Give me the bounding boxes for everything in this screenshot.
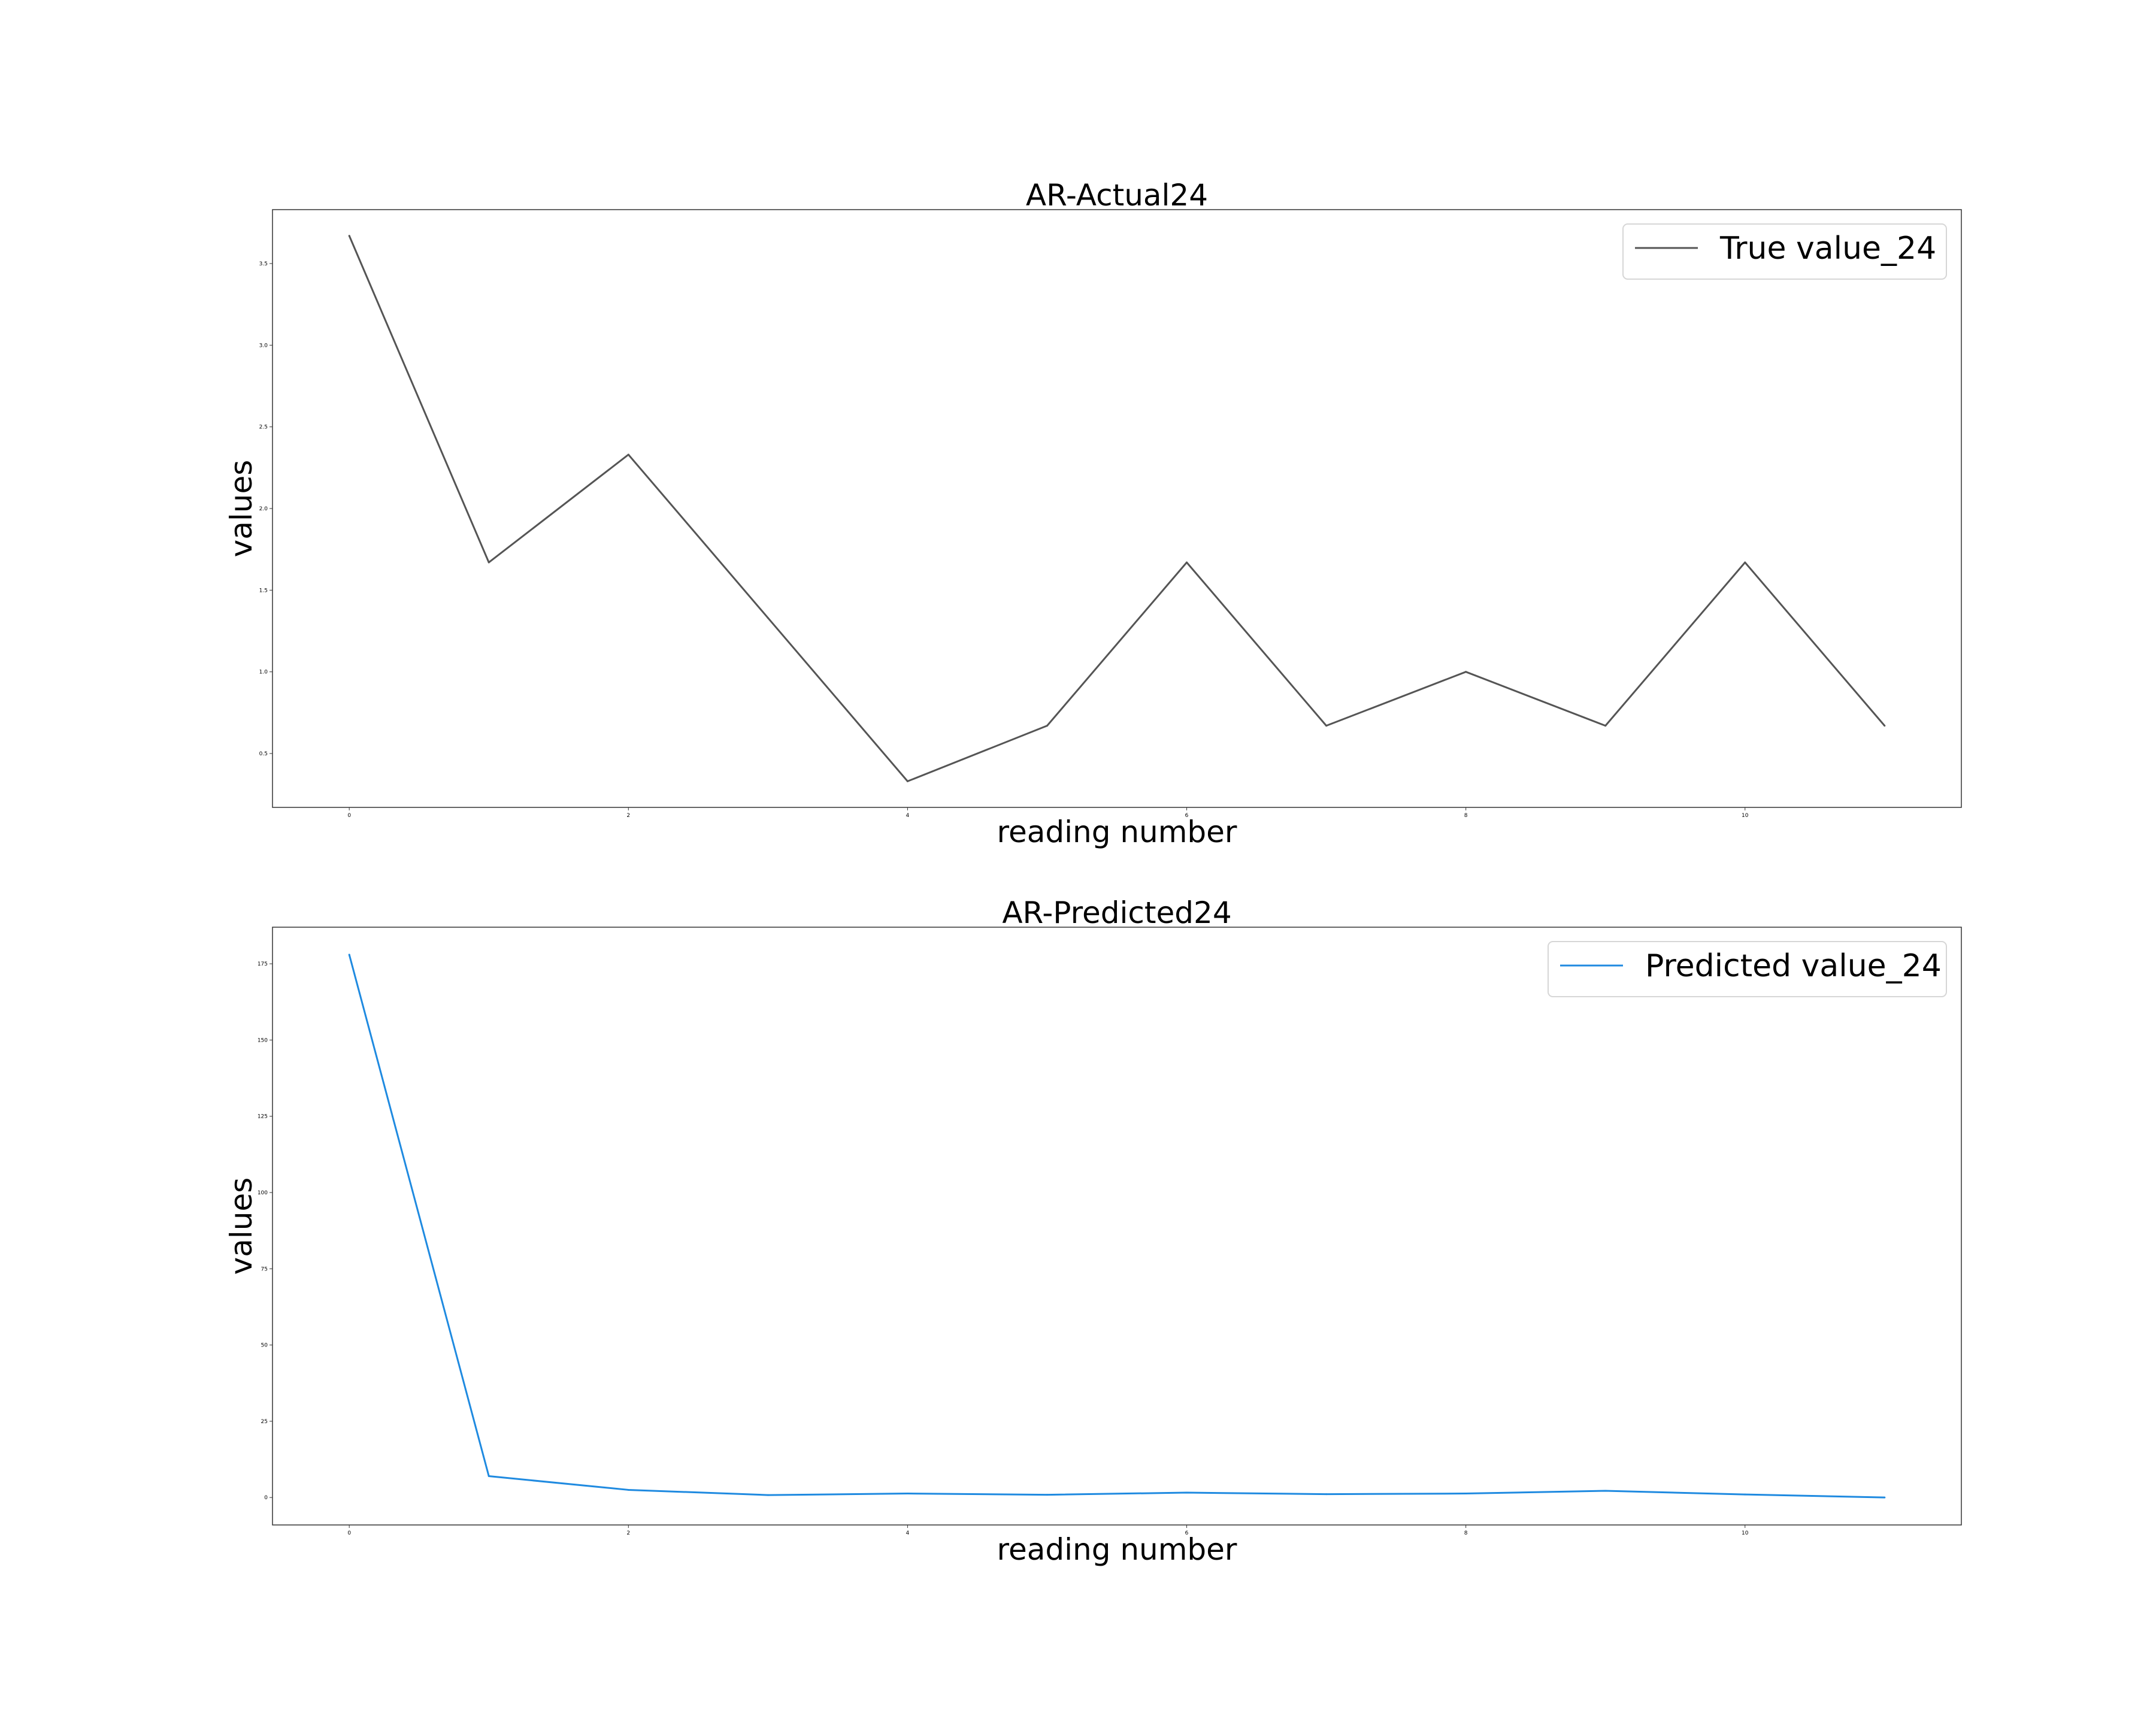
x-tick-label: 10 [1742, 1530, 1749, 1536]
y-tick-label: 2.5 [259, 425, 268, 431]
plot-area-frame [272, 927, 1962, 1526]
legend: True value_24 [1622, 223, 1947, 280]
x-axis-ticks: 0 2 4 6 8 10 [347, 1525, 1749, 1536]
y-tick-label: 0 [264, 1495, 268, 1501]
data-point [767, 1494, 769, 1496]
x-tick-label: 10 [1742, 813, 1749, 819]
y-tick-label: 3.5 [259, 261, 268, 267]
data-point [487, 561, 490, 564]
legend-label: Predicted value_24 [1645, 948, 1942, 984]
y-axis-label: values [224, 1178, 259, 1275]
x-tick-label: 8 [1464, 1530, 1468, 1536]
chart-predicted: AR-Predicted24 reading number values 0 2 4… [224, 895, 1962, 1567]
y-tick-label: 75 [261, 1266, 268, 1272]
data-point [348, 954, 350, 956]
x-tick-label: 6 [1185, 813, 1189, 819]
data-point [1046, 1494, 1048, 1496]
chart-title: AR-Predicted24 [1002, 895, 1231, 930]
y-axis-ticks: 0.5 1.0 1.5 2.0 2.5 3.0 3.5 [259, 261, 272, 757]
data-point [1884, 1496, 1886, 1499]
data-point [627, 1488, 629, 1491]
data-point [1604, 725, 1607, 727]
y-tick-label: 175 [258, 961, 268, 967]
data-point [906, 780, 909, 782]
data-point [906, 1493, 909, 1495]
data-point [1186, 1491, 1188, 1494]
legend-box [1548, 941, 1947, 997]
legend-label: True value_24 [1719, 231, 1936, 267]
x-tick-label: 4 [906, 1530, 910, 1536]
x-tick-label: 4 [906, 813, 910, 819]
data-point [767, 617, 769, 619]
x-axis-label: reading number [997, 1532, 1237, 1567]
data-point [487, 1475, 490, 1478]
data-point [1186, 561, 1188, 564]
data-point [348, 235, 350, 237]
y-tick-label: 3.0 [259, 343, 268, 349]
x-axis-ticks: 0 2 4 6 8 10 [347, 807, 1749, 819]
y-axis-label: values [224, 460, 259, 558]
y-tick-label: 50 [261, 1343, 268, 1349]
series-line [348, 235, 1885, 782]
legend-box [1622, 223, 1947, 280]
x-tick-label: 8 [1464, 813, 1468, 819]
y-axis-ticks: 0 25 50 75 100 125 150 175 [258, 961, 272, 1501]
y-tick-label: 125 [258, 1114, 268, 1120]
y-tick-label: 2.0 [259, 506, 268, 512]
y-tick-label: 1.5 [259, 588, 268, 594]
x-tick-label: 6 [1185, 1530, 1189, 1536]
y-tick-label: 1.0 [259, 670, 268, 676]
y-tick-label: 100 [258, 1190, 268, 1196]
data-point [1046, 725, 1048, 727]
x-axis-label: reading number [997, 815, 1237, 849]
data-point [1465, 671, 1467, 673]
y-tick-label: 0.5 [259, 751, 268, 757]
data-point [1744, 561, 1746, 564]
x-tick-label: 2 [626, 813, 630, 819]
x-tick-label: 0 [347, 813, 351, 819]
data-point [1744, 1493, 1746, 1496]
data-point [1465, 1493, 1467, 1495]
chart-title: AR-Actual24 [1026, 178, 1208, 213]
x-tick-label: 0 [347, 1530, 351, 1536]
data-point [1325, 1493, 1328, 1496]
series-group [348, 954, 1886, 1499]
legend: Predicted value_24 [1548, 941, 1947, 997]
y-tick-label: 25 [261, 1419, 268, 1425]
data-point [1884, 725, 1886, 727]
chart-actual: AR-Actual24 reading number values 0 2 4 6 8 1… [224, 178, 1962, 849]
x-tick-label: 2 [626, 1530, 630, 1536]
data-point [1325, 725, 1328, 727]
series-line [348, 954, 1885, 1499]
series-group [348, 235, 1886, 782]
y-tick-label: 150 [258, 1037, 268, 1043]
data-point [627, 453, 629, 456]
data-point [1604, 1490, 1607, 1492]
